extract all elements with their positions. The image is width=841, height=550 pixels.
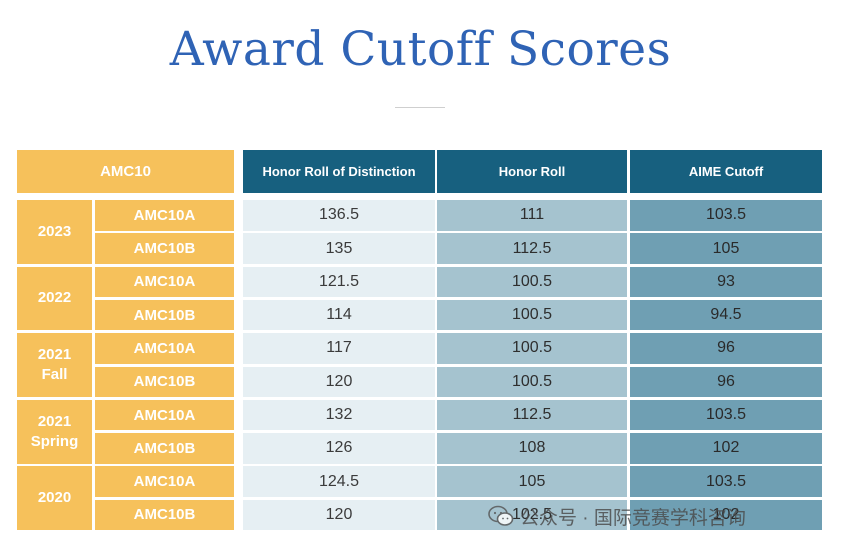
score-cell: 100.5 (437, 333, 627, 364)
score-cell: 112.5 (437, 233, 627, 264)
contest-label: AMC10B (95, 233, 234, 264)
score-cell: 111 (437, 200, 627, 231)
contest-label: AMC10B (95, 499, 234, 531)
contest-label: AMC10A (95, 200, 234, 231)
year-label: 2023 (17, 200, 92, 264)
contest-label: AMC10B (95, 366, 234, 397)
score-cell: 117 (243, 333, 435, 364)
score-cell: 102 (630, 433, 822, 464)
watermark-text: 公众号 · 国际竞赛学科咨询 (520, 507, 746, 529)
score-cell: 112.5 (437, 399, 627, 431)
column-header: Honor Roll of Distinction (243, 150, 435, 193)
score-cell: 105 (630, 233, 822, 264)
score-cell: 100.5 (437, 299, 627, 331)
contest-label: AMC10A (95, 266, 234, 298)
column-header: Honor Roll (437, 150, 627, 193)
score-cell: 102.5 (437, 499, 627, 531)
score-cell: 136.5 (243, 200, 435, 231)
score-cell: 93 (630, 266, 822, 298)
score-cell: 100.5 (437, 366, 627, 397)
score-cell: 94.5 (630, 299, 822, 331)
score-cell: 102 (630, 499, 822, 531)
header-amc10: AMC10 (17, 150, 234, 193)
cutoff-table: AMC10 Honor Roll of Distinction Honor Roll… (17, 150, 822, 531)
score-cell: 105 (437, 466, 627, 497)
score-cell: 120 (243, 499, 435, 531)
score-cell: 124.5 (243, 466, 435, 497)
score-cell: 103.5 (630, 466, 822, 497)
title-divider (395, 107, 445, 108)
page-title: Award Cutoff Scores (169, 22, 672, 77)
score-cell: 120 (243, 366, 435, 397)
contest-label: AMC10A (95, 466, 234, 497)
year-label: 2021 Spring (17, 399, 92, 464)
contest-label: AMC10B (95, 433, 234, 464)
year-label: 2021 Fall (17, 333, 92, 397)
score-cell: 96 (630, 366, 822, 397)
watermark: 公众号 · 国际竞赛学科咨询 (488, 503, 746, 529)
score-cell: 96 (630, 333, 822, 364)
score-cell: 132 (243, 399, 435, 431)
contest-label: AMC10A (95, 399, 234, 431)
score-cell: 108 (437, 433, 627, 464)
score-cell: 126 (243, 433, 435, 464)
contest-label: AMC10B (95, 299, 234, 331)
contest-label: AMC10A (95, 333, 234, 364)
score-cell: 100.5 (437, 266, 627, 298)
year-label: 2022 (17, 266, 92, 331)
wechat-icon (488, 505, 514, 526)
score-cell: 135 (243, 233, 435, 264)
score-cell: 103.5 (630, 200, 822, 231)
score-cell: 103.5 (630, 399, 822, 431)
score-cell: 114 (243, 299, 435, 331)
column-header: AIME Cutoff (630, 150, 822, 193)
score-cell: 121.5 (243, 266, 435, 298)
year-label: 2020 (17, 466, 92, 531)
